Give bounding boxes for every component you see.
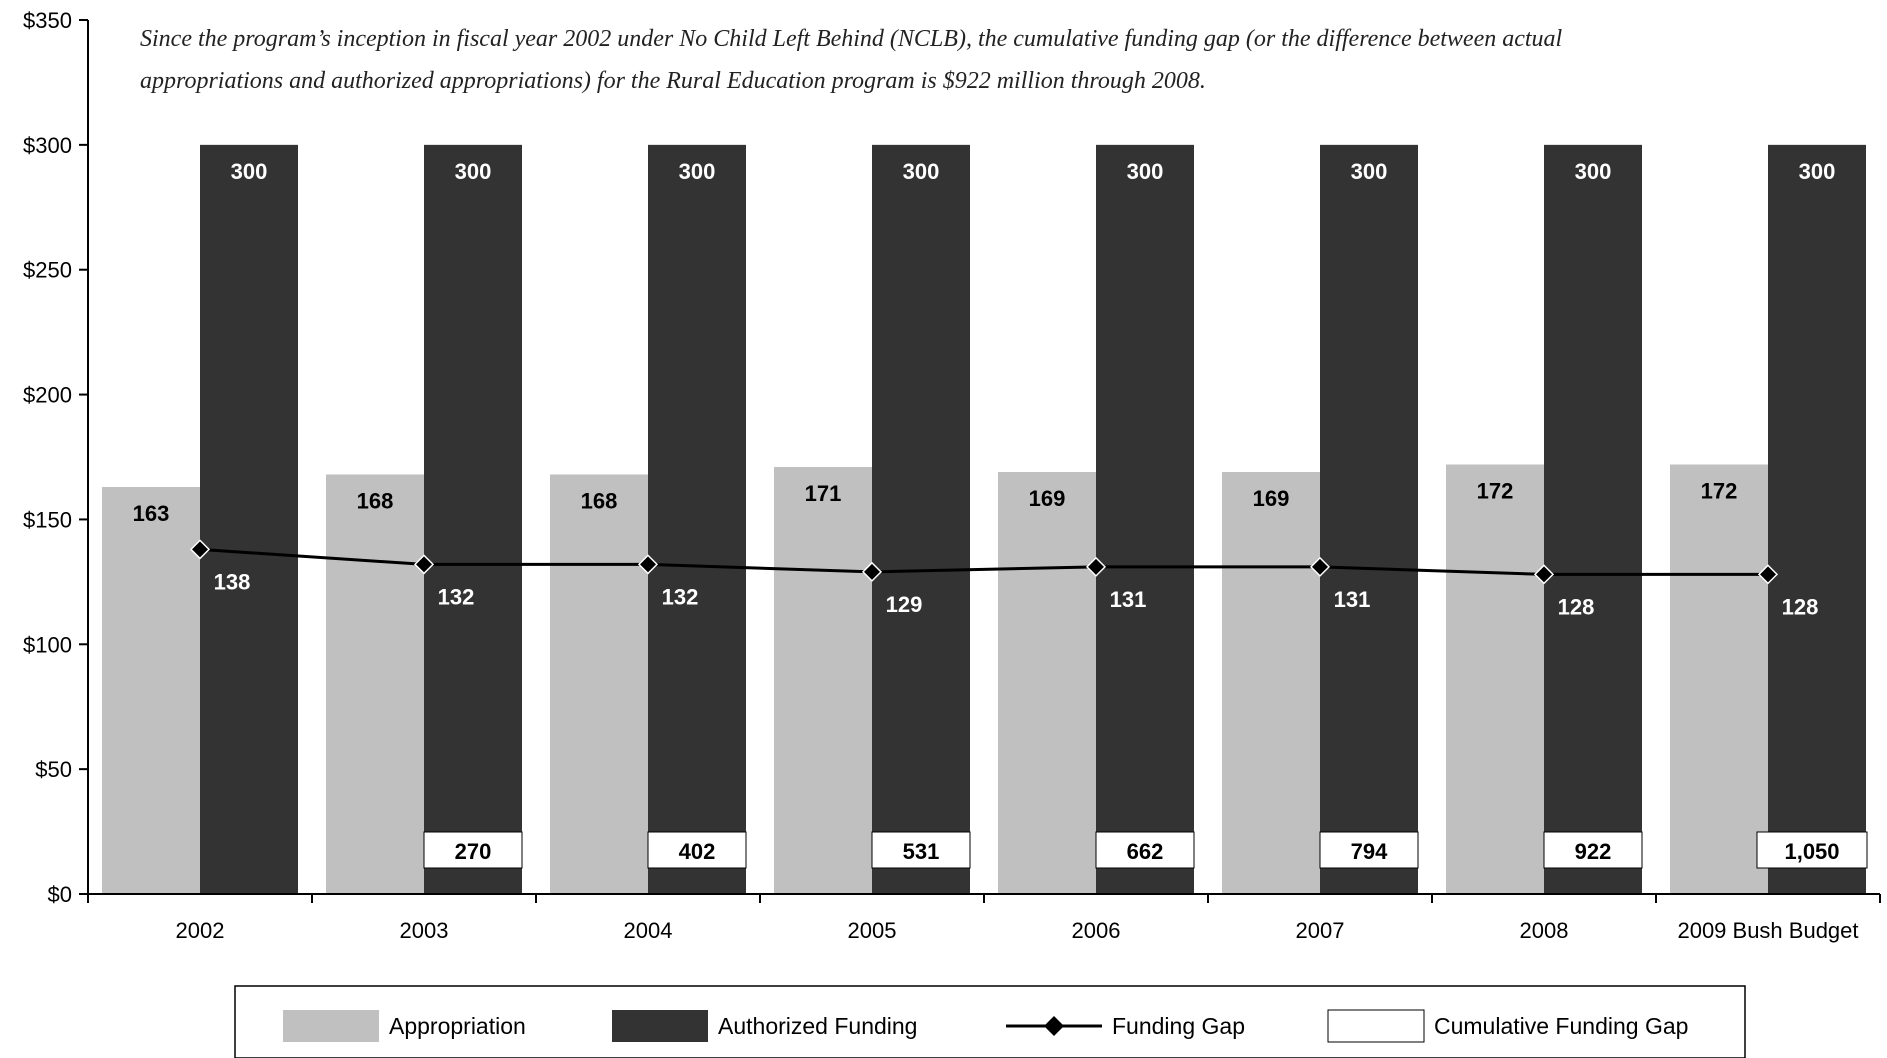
appropriation-bar: [550, 474, 648, 894]
y-tick-label: $150: [23, 507, 72, 532]
authorized-funding-bar: [1320, 144, 1418, 894]
y-tick-label: $100: [23, 632, 72, 657]
authorized-funding-bar: [1096, 144, 1194, 894]
appropriation-bar: [774, 466, 872, 894]
funding-gap-label: 132: [662, 584, 699, 609]
cumulative-gap-box: [423, 831, 523, 869]
annotation-line-1: Since the program’s inception in fiscal …: [140, 26, 1563, 52]
authorized-funding-label: 300: [231, 159, 268, 184]
cumulative-gap-box: [1319, 831, 1419, 869]
authorized-funding-label: 300: [1799, 159, 1836, 184]
appropriation-label: 172: [1701, 478, 1738, 503]
authorized-funding-label: 300: [903, 159, 940, 184]
legend-swatch-cumulative-funding-gap: [1327, 1009, 1425, 1043]
funding-gap-label: 128: [1558, 594, 1595, 619]
cumulative-gap-label: 270: [455, 839, 492, 864]
appropriation-bar: [1222, 471, 1320, 894]
authorized-funding-label: 300: [1575, 159, 1612, 184]
y-tick-label: $0: [48, 882, 72, 907]
authorized-funding-bar: [872, 144, 970, 894]
authorized-funding-bar: [1768, 144, 1866, 894]
funding-gap-marker: [413, 554, 435, 575]
funding-gap-marker: [1085, 556, 1107, 577]
legend-label: Funding Gap: [1112, 1013, 1245, 1039]
x-tick-label: 2005: [848, 918, 897, 943]
funding-gap-label: 129: [886, 592, 923, 617]
authorized-funding-label: 300: [1127, 159, 1164, 184]
funding-gap-marker: [861, 561, 883, 582]
legend-box: [234, 985, 1746, 1058]
x-tick-label: 2006: [1072, 918, 1121, 943]
legend-label: Cumulative Funding Gap: [1434, 1013, 1688, 1039]
x-tick-label: 2004: [624, 918, 673, 943]
x-tick-label: 2002: [176, 918, 225, 943]
cumulative-gap-label: 922: [1575, 839, 1612, 864]
x-tick-label: 2009 Bush Budget: [1677, 918, 1858, 943]
x-tick-label: 2008: [1520, 918, 1569, 943]
appropriation-bar: [102, 486, 200, 894]
appropriation-label: 163: [133, 501, 170, 526]
funding-gap-marker: [189, 539, 211, 560]
funding-gap-label: 128: [1782, 594, 1819, 619]
bars-layer: [102, 144, 1866, 894]
funding-gap-marker: [1309, 556, 1331, 577]
cumulative-gap-box: [647, 831, 747, 869]
cumulative-gap-box: [1095, 831, 1195, 869]
legend-swatch-authorized-funding: [612, 1010, 708, 1042]
funding-gap-marker: [1757, 564, 1779, 585]
legend-swatch-appropriation: [283, 1010, 379, 1042]
cumulative-gap-label: 662: [1127, 839, 1164, 864]
authorized-funding-label: 300: [1351, 159, 1388, 184]
cumulative-gap-box: [871, 831, 971, 869]
funding-gap-marker: [1533, 564, 1555, 585]
authorized-funding-bar: [648, 144, 746, 894]
authorized-funding-bar: [1544, 144, 1642, 894]
appropriation-bar: [998, 471, 1096, 894]
data-labels-layer: 163 300 138 168 300 132 270 168 300 132 402 171 300 1…: [133, 159, 1868, 869]
funding-gap-marker: [637, 554, 659, 575]
authorized-funding-label: 300: [679, 159, 716, 184]
authorized-funding-bar: [424, 144, 522, 894]
appropriation-label: 168: [357, 488, 394, 513]
y-tick-label: $300: [23, 133, 72, 158]
funding-gap-label: 132: [438, 584, 475, 609]
annotation-line-2: appropriations and authorized appropriat…: [140, 68, 1206, 94]
x-tick-label: 2003: [400, 918, 449, 943]
annotation: Since the program’s inception in fiscal …: [140, 26, 1563, 94]
cumulative-gap-box: [1756, 831, 1868, 869]
appropriation-label: 169: [1253, 486, 1290, 511]
authorized-funding-bar: [200, 144, 298, 894]
cumulative-gap-box: [1543, 831, 1643, 869]
y-tick-label: $250: [23, 258, 72, 283]
cumulative-gap-label: 531: [903, 839, 940, 864]
appropriation-bar: [1446, 464, 1544, 894]
legend-label: Authorized Funding: [718, 1013, 917, 1039]
axes-layer: $0 $50 $100 $150 $200 $250 $300 $350 2002 2003 200…: [23, 8, 1881, 943]
y-tick-label: $50: [35, 757, 72, 782]
appropriation-label: 172: [1477, 478, 1514, 503]
appropriation-bar: [1670, 464, 1768, 894]
funding-gap-line-layer: [189, 539, 1779, 585]
appropriation-label: 171: [805, 481, 842, 506]
cumulative-gap-label: 794: [1351, 839, 1388, 864]
x-tick-label: 2007: [1296, 918, 1345, 943]
legend-label: Appropriation: [389, 1013, 526, 1039]
appropriation-label: 168: [581, 488, 618, 513]
legend-marker-funding-gap: [1044, 1016, 1064, 1036]
cumulative-gap-label: 1,050: [1784, 839, 1839, 864]
funding-gap-label: 131: [1110, 587, 1147, 612]
appropriation-label: 169: [1029, 486, 1066, 511]
y-tick-label: $200: [23, 383, 72, 408]
appropriation-bar: [326, 474, 424, 894]
funding-gap-line: [199, 547, 1768, 576]
cumulative-gap-label: 402: [679, 839, 716, 864]
funding-gap-label: 138: [214, 569, 251, 594]
authorized-funding-label: 300: [455, 159, 492, 184]
funding-gap-label: 131: [1334, 587, 1371, 612]
legend: Appropriation Authorized Funding Funding G…: [234, 985, 1746, 1058]
y-tick-label: $350: [23, 8, 72, 33]
